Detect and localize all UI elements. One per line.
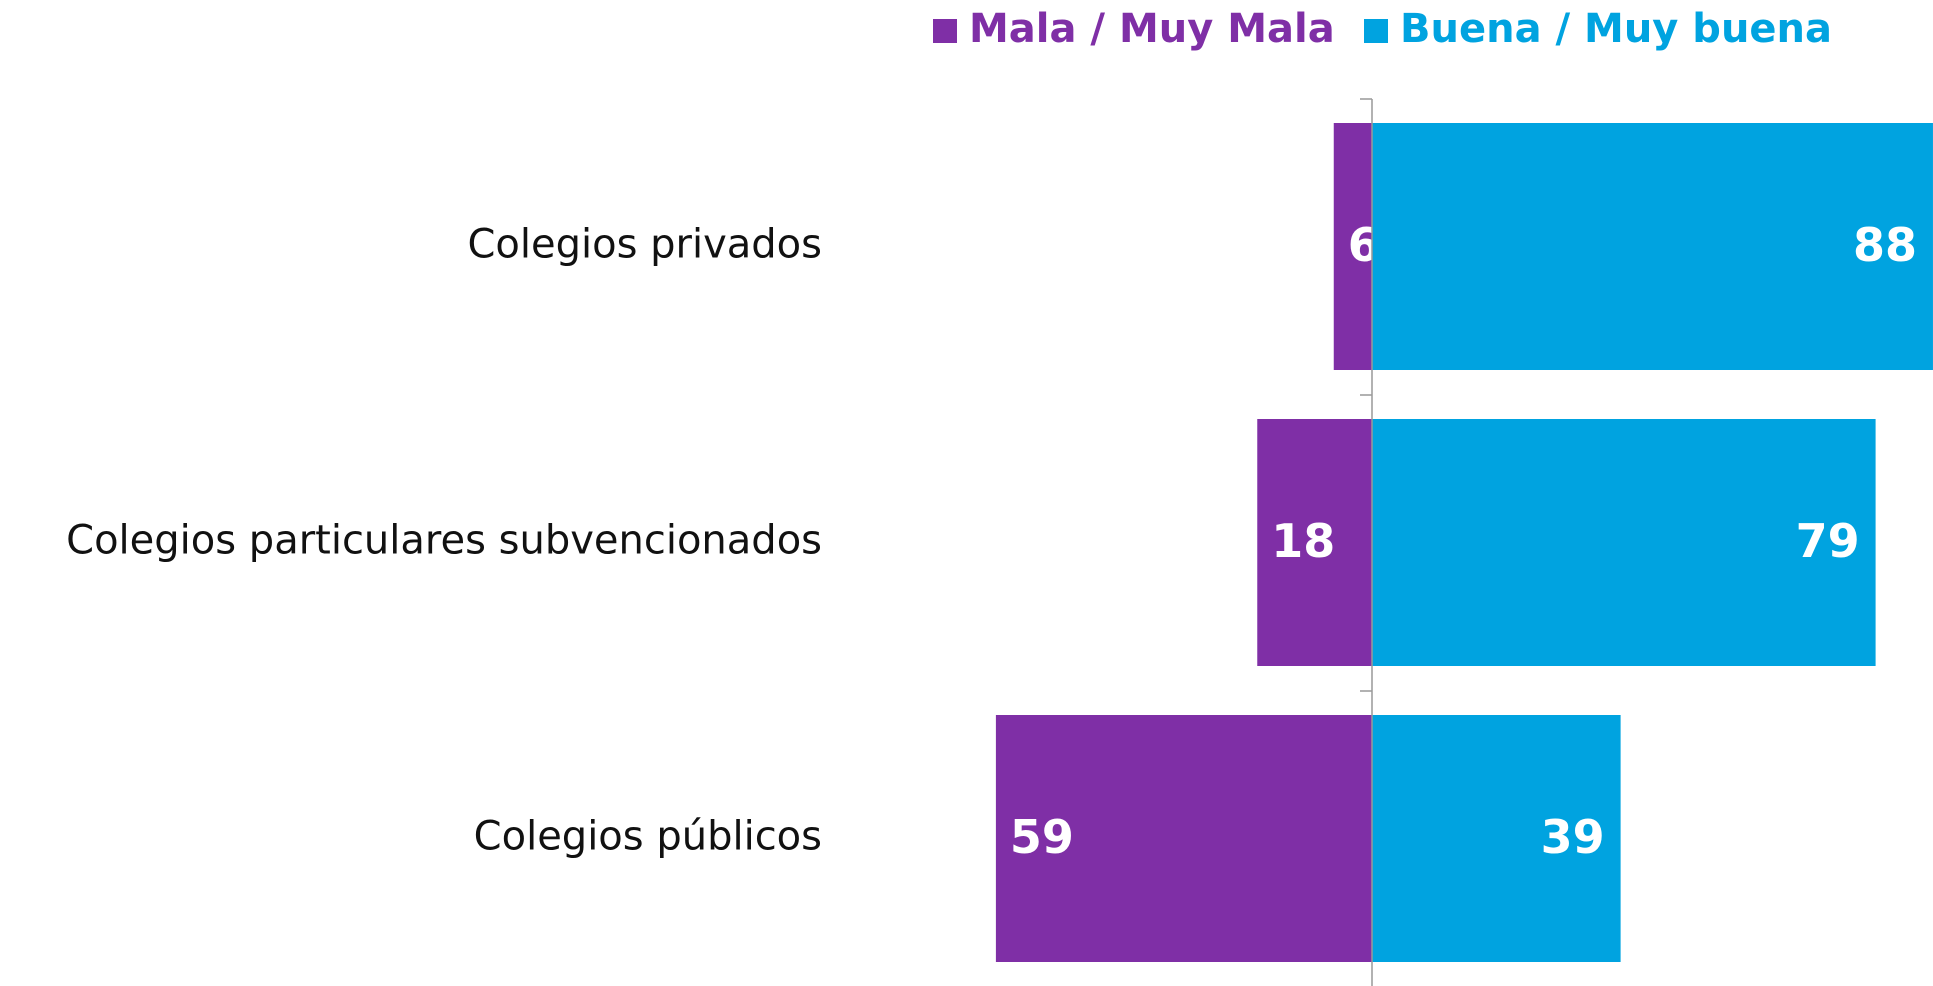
category-label: Colegios privados <box>468 222 823 268</box>
bar <box>995 715 1372 962</box>
category-label: Colegios particulares subvencionados <box>66 518 822 564</box>
legend-swatch <box>1364 19 1388 43</box>
bar <box>1372 715 1621 962</box>
value-label: 79 <box>1796 514 1860 568</box>
bar <box>1257 419 1372 666</box>
value-label: 59 <box>1010 810 1074 864</box>
value-label: 88 <box>1853 218 1917 272</box>
bar <box>1372 123 1933 370</box>
legend-label: Buena / Muy buena <box>1400 6 1832 52</box>
value-label: 18 <box>1271 514 1335 568</box>
bar <box>1333 123 1372 370</box>
legend-swatch <box>933 19 957 43</box>
legend-label: Mala / Muy Mala <box>969 6 1335 52</box>
bar <box>1372 419 1876 666</box>
value-label: 39 <box>1541 810 1605 864</box>
category-label: Colegios públicos <box>474 814 822 860</box>
